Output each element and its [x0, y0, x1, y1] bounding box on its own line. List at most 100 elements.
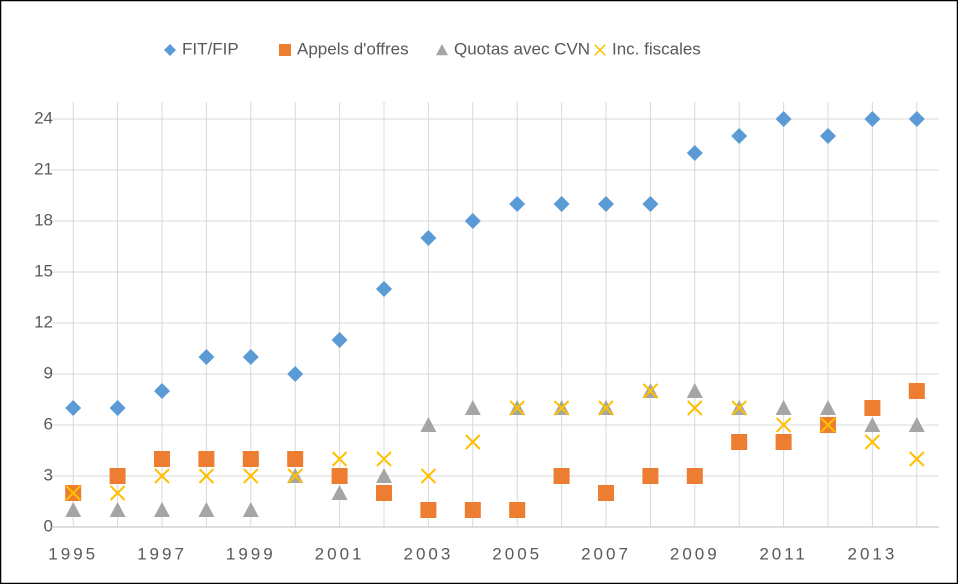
marker [686, 383, 703, 398]
marker [243, 468, 259, 484]
marker [820, 417, 836, 433]
marker [109, 485, 126, 501]
x-tick-label: 2009 [670, 544, 720, 563]
marker [731, 400, 747, 416]
x-tick-label: 1999 [226, 544, 276, 563]
marker [642, 196, 659, 212]
marker [731, 128, 748, 144]
marker [198, 349, 215, 365]
y-tick-label: 12 [34, 312, 53, 331]
legend-marker [436, 44, 448, 56]
marker [553, 196, 570, 212]
y-tick-label: 6 [44, 414, 53, 433]
y-tick-label: 18 [34, 210, 53, 229]
marker [731, 434, 748, 450]
marker [331, 451, 348, 467]
marker [553, 468, 570, 484]
marker [642, 383, 659, 399]
marker [642, 468, 659, 484]
marker [65, 485, 81, 501]
marker [509, 400, 525, 416]
legend-label: FIT/FIP [182, 39, 239, 58]
x-tick-label: 2001 [315, 544, 365, 563]
marker [109, 400, 126, 416]
marker [198, 502, 215, 517]
marker [154, 383, 170, 399]
marker [331, 485, 348, 500]
legend-marker [164, 44, 176, 56]
x-tick-label: 2011 [759, 544, 808, 563]
y-tick-label: 0 [44, 516, 53, 535]
legend-label: Quotas avec CVN [454, 39, 590, 58]
x-tick-label: 1997 [137, 544, 187, 563]
marker [154, 451, 170, 467]
y-tick-label: 24 [34, 108, 53, 127]
marker [820, 128, 836, 144]
marker [909, 451, 925, 467]
marker [775, 417, 792, 433]
x-tick-label: 2013 [847, 544, 897, 563]
marker [65, 502, 82, 517]
legend-label: Inc. fiscales [612, 39, 701, 58]
marker [465, 434, 481, 450]
marker [775, 400, 792, 415]
marker [908, 417, 925, 432]
marker [908, 111, 925, 127]
marker [687, 400, 703, 416]
marker [864, 434, 881, 450]
marker [420, 502, 437, 518]
marker [775, 434, 792, 450]
marker [242, 502, 259, 517]
marker [553, 400, 570, 416]
marker [109, 468, 126, 484]
marker [154, 468, 170, 484]
marker [864, 417, 881, 432]
marker [598, 400, 614, 416]
marker [820, 400, 836, 415]
marker [464, 400, 481, 415]
marker [908, 383, 925, 399]
legend-label: Appels d'offres [297, 39, 409, 58]
marker [331, 468, 348, 484]
legend-marker [594, 44, 606, 56]
marker [198, 468, 215, 484]
marker [376, 468, 392, 483]
marker [420, 417, 437, 432]
marker [686, 468, 703, 484]
marker [864, 111, 881, 127]
y-tick-label: 9 [44, 363, 53, 382]
marker [287, 451, 304, 467]
y-tick-label: 15 [34, 261, 53, 280]
marker [775, 111, 792, 127]
x-tick-label: 1995 [48, 544, 98, 563]
marker [598, 485, 614, 501]
legend-marker [279, 44, 291, 56]
marker [198, 451, 215, 467]
marker [464, 502, 481, 518]
marker [509, 502, 526, 518]
marker [376, 281, 392, 297]
marker [65, 400, 82, 416]
marker [509, 196, 526, 212]
marker [598, 196, 614, 212]
x-tick-label: 2003 [403, 544, 453, 563]
y-tick-label: 21 [34, 159, 53, 178]
marker [376, 485, 392, 501]
marker [376, 451, 392, 467]
y-tick-label: 3 [44, 465, 53, 484]
marker [686, 145, 703, 161]
marker [242, 451, 259, 467]
x-tick-label: 2007 [581, 544, 631, 563]
marker [864, 400, 881, 416]
x-tick-label: 2005 [492, 544, 542, 563]
marker [420, 230, 437, 246]
marker [464, 213, 481, 229]
marker [287, 468, 303, 484]
marker [287, 366, 304, 382]
marker [242, 349, 259, 365]
marker [109, 502, 126, 517]
marker [154, 502, 170, 517]
